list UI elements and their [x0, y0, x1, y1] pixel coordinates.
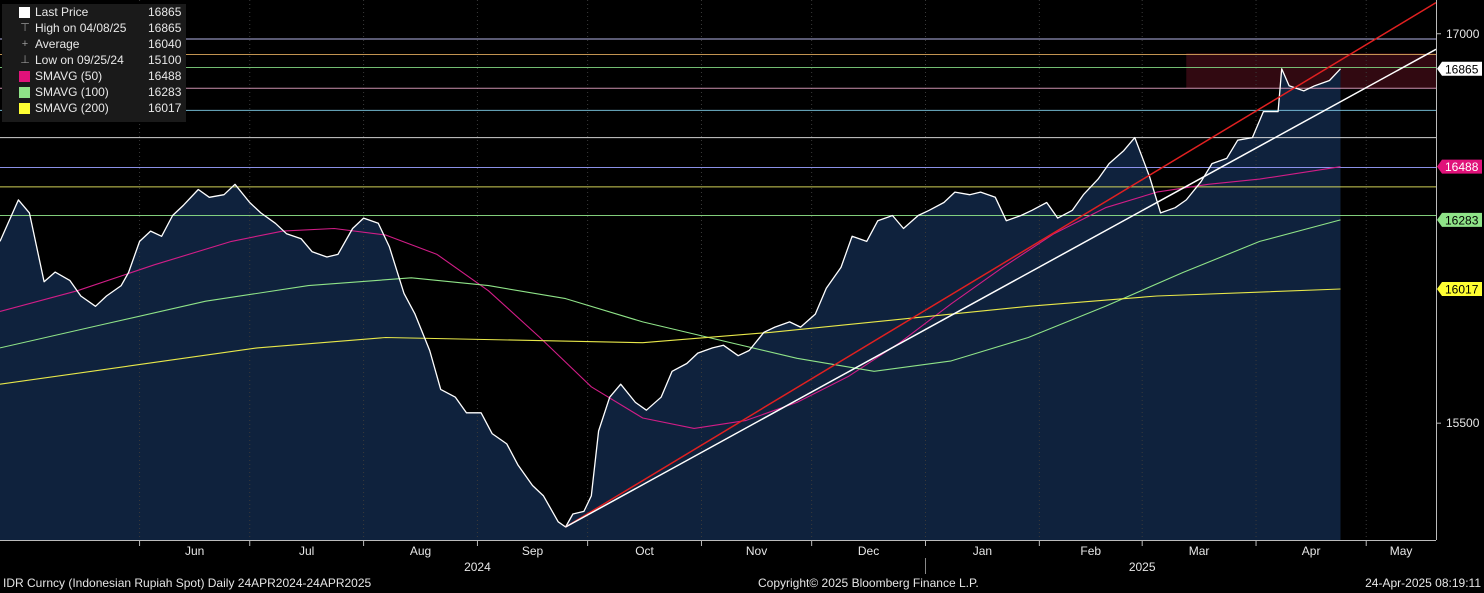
- legend-row-last-price: Last Price 16865: [2, 4, 186, 20]
- legend-row-low: ⊥ Low on 09/25/24 15100: [2, 52, 186, 68]
- year-label: 2024: [464, 560, 491, 574]
- x-tick-label: Nov: [746, 544, 767, 558]
- y-tick-label: 17000: [1446, 27, 1480, 41]
- x-tick-label: May: [1390, 544, 1413, 558]
- trendlines: [565, 1, 1437, 528]
- legend-label: SMAVG (200): [35, 101, 109, 115]
- resistance-band-rect: [1186, 53, 1436, 89]
- value-label-box: [1437, 212, 1482, 227]
- smavg-50-swatch: [19, 71, 30, 82]
- legend-label: SMAVG (100): [35, 85, 109, 99]
- legend-value: 16488: [148, 69, 182, 83]
- legend-label: SMAVG (50): [35, 69, 103, 83]
- x-tick-label: Jun: [185, 544, 204, 558]
- x-tick-label: Feb: [1080, 544, 1101, 558]
- legend-row-average: + Average 16040: [2, 36, 186, 52]
- x-tick-label: Mar: [1189, 544, 1210, 558]
- legend-row-smavg-100: SMAVG (100) 16283: [2, 84, 186, 100]
- value-labels: 16865 16488 16283 16017: [1437, 61, 1482, 296]
- value-label-text: 16283: [1445, 213, 1479, 227]
- y-tick-label: 15500: [1446, 416, 1480, 430]
- trendline-red: [565, 1, 1437, 528]
- legend-row-smavg-200: SMAVG (200) 16017: [2, 100, 186, 116]
- legend-value: 16865: [148, 21, 182, 35]
- footer-security-info: IDR Curncy (Indonesian Rupiah Spot) Dail…: [3, 576, 372, 590]
- high-marker-icon: ⊤: [20, 22, 30, 34]
- x-tick-label: Jul: [299, 544, 314, 558]
- average-marker-icon: +: [21, 38, 29, 50]
- value-label-text: 16017: [1445, 282, 1479, 296]
- legend-label: High on 04/08/25: [35, 21, 127, 35]
- legend-row-high: ⊤ High on 04/08/25 16865: [2, 20, 186, 36]
- series-lines: [0, 68, 1341, 528]
- legend-row-smavg-50: SMAVG (50) 16488: [2, 68, 186, 84]
- x-tick-label: Jan: [973, 544, 992, 558]
- price-area: [0, 68, 1341, 541]
- x-tick-label: Oct: [635, 544, 654, 558]
- price-line: [0, 68, 1341, 528]
- smavg-200-swatch: [19, 103, 30, 114]
- trendline-white: [565, 48, 1437, 528]
- x-tick-label: Dec: [858, 544, 879, 558]
- legend-value: 16865: [148, 5, 182, 19]
- smavg-100-swatch: [19, 87, 30, 98]
- legend-label: Average: [35, 37, 80, 51]
- value-label-box: [1437, 159, 1482, 174]
- resistance-band: [1186, 53, 1436, 89]
- legend-value: 16017: [148, 101, 182, 115]
- legend-label: Low on 09/25/24: [35, 53, 124, 67]
- value-label-box: [1437, 281, 1482, 296]
- x-tick-label: Apr: [1302, 544, 1321, 558]
- low-marker-icon: ⊥: [20, 54, 30, 66]
- value-label-text: 16488: [1445, 160, 1479, 174]
- legend-value: 16283: [148, 85, 182, 99]
- legend-label: Last Price: [35, 5, 89, 19]
- legend-value: 16040: [148, 37, 182, 51]
- year-label: 2025: [1129, 560, 1156, 574]
- price-area-fill: [0, 68, 1341, 541]
- last-price-swatch: [19, 7, 30, 18]
- axes: 15500 17000 Jun Jul Aug Sep Oct Nov Dec Jan Feb Mar…: [0, 0, 1480, 574]
- horizontal-levels: [0, 38, 1436, 216]
- x-tick-label: Sep: [522, 544, 544, 558]
- smavg-200-line: [0, 288, 1341, 385]
- value-label-text: 16865: [1445, 62, 1479, 76]
- smavg-100-line: [0, 219, 1341, 372]
- legend-panel: Last Price 16865 ⊤ High on 04/08/25 1686…: [2, 4, 186, 122]
- value-label-box: [1437, 61, 1482, 76]
- footer-timestamp: 24-Apr-2025 08:19:11: [1365, 576, 1481, 590]
- x-tick-label: Aug: [410, 544, 431, 558]
- legend-value: 15100: [148, 53, 182, 67]
- footer-copyright: Copyright© 2025 Bloomberg Finance L.P.: [758, 576, 979, 590]
